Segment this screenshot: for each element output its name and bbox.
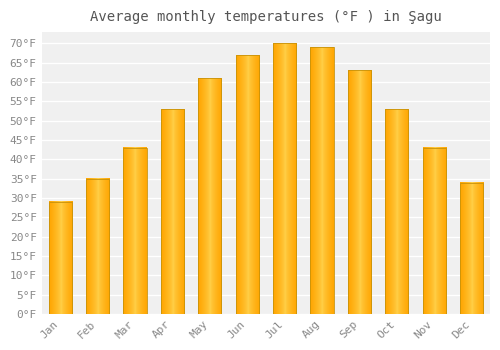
Bar <box>385 109 408 314</box>
Bar <box>310 47 334 314</box>
Bar <box>460 183 483 314</box>
Bar <box>48 202 72 314</box>
Bar <box>198 78 222 314</box>
Bar <box>124 148 146 314</box>
Bar <box>348 70 371 314</box>
Bar <box>273 43 296 314</box>
Bar <box>161 109 184 314</box>
Bar <box>236 55 259 314</box>
Bar <box>86 179 110 314</box>
Title: Average monthly temperatures (°F ) in Şagu: Average monthly temperatures (°F ) in Şa… <box>90 10 442 24</box>
Bar <box>422 148 446 314</box>
